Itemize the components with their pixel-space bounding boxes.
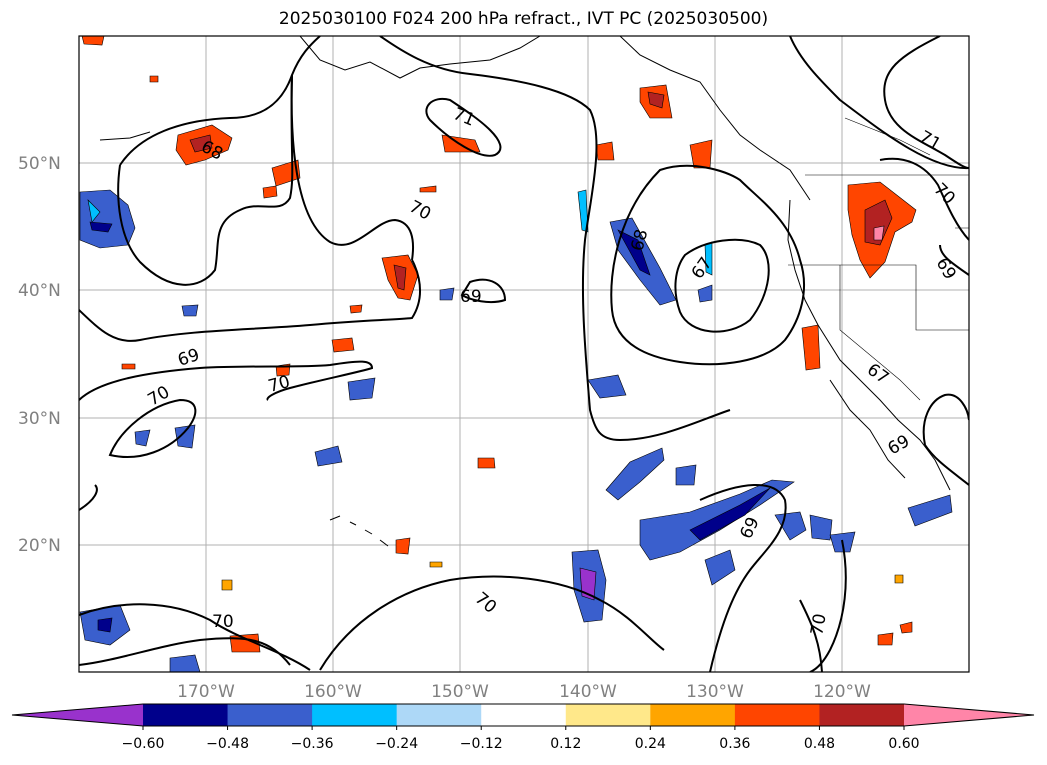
colorbar-segment bbox=[650, 704, 736, 726]
contour-label: 70 bbox=[807, 612, 830, 637]
colorbar-tick-label: −0.48 bbox=[206, 736, 249, 752]
lon-label: 130°W bbox=[686, 682, 744, 702]
colorbar-tick-label: −0.60 bbox=[122, 736, 165, 752]
longitude-labels: 170°W 160°W 150°W 140°W 130°W 120°W bbox=[177, 682, 871, 702]
lon-label: 170°W bbox=[177, 682, 235, 702]
colorbar-tick-label: −0.24 bbox=[375, 736, 418, 752]
colorbar-tick-label: 0.48 bbox=[804, 736, 835, 752]
colorbar-segment bbox=[734, 704, 820, 726]
colorbar-tick-label: −0.12 bbox=[460, 736, 503, 752]
lat-label: 30°N bbox=[18, 409, 61, 429]
colorbar-tick-label: 0.24 bbox=[635, 736, 666, 752]
lon-label: 160°W bbox=[304, 682, 362, 702]
lat-label: 20°N bbox=[18, 536, 61, 556]
map-title: 2025030100 F024 200 hPa refract., IVT PC… bbox=[278, 9, 769, 29]
lon-label: 150°W bbox=[431, 682, 489, 702]
colorbar-segment bbox=[819, 704, 905, 726]
contour-label: 70 bbox=[212, 612, 234, 632]
colorbar-segment bbox=[143, 704, 229, 726]
lat-label: 50°N bbox=[18, 154, 61, 174]
colorbar-extend-max bbox=[904, 704, 1034, 726]
gridlines bbox=[79, 36, 969, 672]
colorbar-tick-label: 0.36 bbox=[719, 736, 750, 752]
colorbar-tick-label: −0.36 bbox=[291, 736, 334, 752]
colorbar-segment bbox=[565, 704, 651, 726]
refractivity-contours bbox=[79, 36, 969, 672]
lon-label: 140°W bbox=[559, 682, 617, 702]
colorbar-tick-label: 0.12 bbox=[550, 736, 581, 752]
negative-anomaly-patches bbox=[79, 189, 953, 672]
colorbar-segment bbox=[312, 704, 398, 726]
colorbar: −0.60 −0.48 −0.36 −0.24 −0.12 0.12 0.24 0.36 0.4… bbox=[11, 703, 1035, 752]
latitude-labels: 50°N 40°N 30°N 20°N bbox=[18, 154, 61, 556]
map-border bbox=[78, 35, 970, 673]
contour-label: 69 bbox=[460, 287, 482, 307]
lon-label: 120°W bbox=[813, 682, 871, 702]
colorbar-extend-min bbox=[12, 704, 143, 726]
colorbar-segment bbox=[227, 704, 313, 726]
colorbar-segment bbox=[481, 704, 567, 726]
colorbar-tick-label: 0.60 bbox=[888, 736, 919, 752]
colorbar-segment bbox=[396, 704, 482, 726]
lat-label: 40°N bbox=[18, 281, 61, 301]
